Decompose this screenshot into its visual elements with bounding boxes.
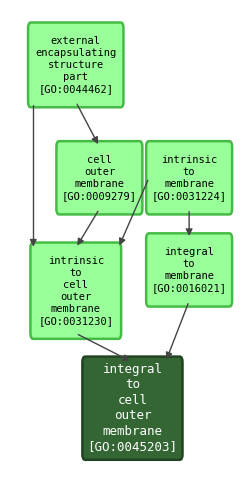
FancyBboxPatch shape (56, 141, 142, 215)
FancyBboxPatch shape (146, 233, 232, 307)
Text: intrinsic
to
cell
outer
membrane
[GO:0031230]: intrinsic to cell outer membrane [GO:003… (38, 256, 113, 326)
Text: external
encapsulating
structure
part
[GO:0044462]: external encapsulating structure part [G… (35, 36, 116, 94)
FancyBboxPatch shape (82, 357, 183, 460)
FancyBboxPatch shape (28, 23, 123, 108)
Text: integral
to
cell
outer
membrane
[GO:0045203]: integral to cell outer membrane [GO:0045… (87, 363, 177, 454)
Text: cell
outer
membrane
[GO:0009279]: cell outer membrane [GO:0009279] (62, 155, 137, 201)
FancyBboxPatch shape (146, 141, 232, 215)
FancyBboxPatch shape (31, 242, 121, 339)
Text: intrinsic
to
membrane
[GO:0031224]: intrinsic to membrane [GO:0031224] (152, 155, 227, 201)
Text: integral
to
membrane
[GO:0016021]: integral to membrane [GO:0016021] (152, 247, 227, 293)
